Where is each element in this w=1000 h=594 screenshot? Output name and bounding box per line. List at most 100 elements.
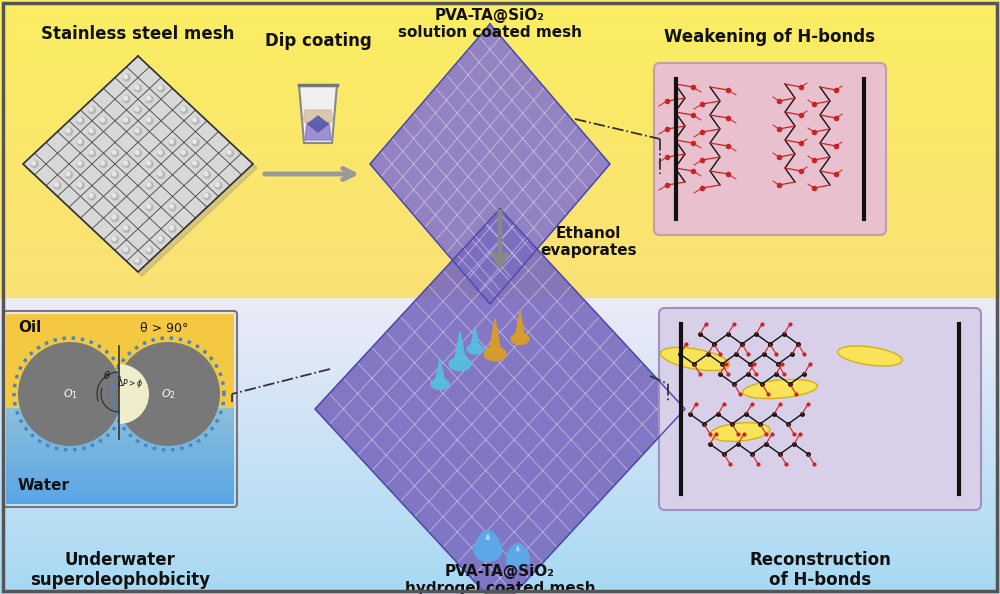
Circle shape [112, 215, 116, 219]
Bar [0, 254, 1000, 258]
Bar [6, 427, 234, 433]
Bar [0, 444, 1000, 448]
Bar [0, 85, 1000, 89]
Bar [0, 210, 1000, 214]
Bar [0, 61, 1000, 65]
Bar [0, 17, 1000, 21]
Bar [0, 498, 1000, 502]
Circle shape [227, 150, 231, 154]
Ellipse shape [710, 423, 770, 441]
Bar [6, 437, 234, 443]
Bar [0, 429, 1000, 434]
Circle shape [124, 247, 128, 251]
Bar [0, 31, 1000, 36]
Bar [0, 352, 1000, 356]
Bar [0, 525, 1000, 529]
Circle shape [146, 247, 153, 254]
Bar [0, 400, 1000, 404]
Bar [0, 171, 1000, 175]
Bar [0, 563, 1000, 567]
Circle shape [158, 150, 164, 157]
Circle shape [100, 117, 107, 124]
Circle shape [192, 160, 199, 168]
Bar [0, 147, 1000, 151]
Bar [0, 82, 1000, 86]
Text: Stainless steel mesh: Stainless steel mesh [41, 25, 235, 43]
Bar [0, 43, 1000, 48]
Polygon shape [431, 378, 449, 390]
Bar [0, 103, 1000, 107]
Text: PVA-TA@SiO₂
solution coated mesh: PVA-TA@SiO₂ solution coated mesh [398, 8, 582, 40]
Bar [0, 135, 1000, 140]
Circle shape [77, 182, 84, 189]
Circle shape [100, 118, 104, 122]
Bar [0, 501, 1000, 505]
Bar [0, 156, 1000, 160]
Circle shape [158, 85, 164, 92]
Bar [0, 587, 1000, 591]
Bar [0, 40, 1000, 45]
Circle shape [169, 204, 176, 211]
Circle shape [204, 172, 208, 176]
Bar [0, 46, 1000, 50]
Circle shape [134, 85, 142, 92]
Bar [0, 242, 1000, 247]
Circle shape [89, 150, 93, 154]
Bar [0, 112, 1000, 116]
Bar [0, 477, 1000, 481]
Polygon shape [305, 122, 331, 140]
Circle shape [112, 150, 119, 157]
Bar [0, 26, 1000, 30]
Circle shape [215, 182, 222, 189]
Bar [0, 441, 1000, 446]
Text: $\circ$: $\circ$ [116, 372, 122, 381]
Bar [0, 566, 1000, 570]
Polygon shape [308, 116, 328, 132]
Bar [6, 494, 234, 499]
Bar [0, 94, 1000, 98]
Circle shape [77, 139, 84, 146]
Bar [0, 207, 1000, 211]
Circle shape [146, 96, 150, 100]
Bar [0, 233, 1000, 238]
Bar [0, 409, 1000, 413]
Circle shape [216, 182, 220, 187]
Bar [0, 118, 1000, 122]
Bar [0, 230, 1000, 235]
Circle shape [204, 171, 210, 178]
Bar [0, 551, 1000, 555]
Bar [0, 251, 1000, 255]
Bar [0, 225, 1000, 229]
Bar [0, 314, 1000, 318]
Bar [0, 415, 1000, 419]
Polygon shape [436, 359, 444, 381]
Circle shape [32, 161, 36, 165]
Bar [0, 55, 1000, 59]
Text: Ethanol
evaporates: Ethanol evaporates [540, 226, 637, 258]
Circle shape [88, 193, 96, 200]
Circle shape [31, 160, 38, 168]
Bar [0, 76, 1000, 80]
Bar [0, 483, 1000, 487]
Bar [0, 296, 1000, 300]
Bar [0, 474, 1000, 478]
Bar [0, 397, 1000, 401]
Bar [6, 413, 234, 419]
Bar [0, 302, 1000, 306]
Bar [0, 590, 1000, 594]
Bar [0, 0, 1000, 3]
Bar [0, 450, 1000, 454]
Bar [0, 426, 1000, 431]
Bar [0, 465, 1000, 469]
Circle shape [78, 161, 82, 165]
Bar [0, 527, 1000, 532]
Bar [0, 323, 1000, 327]
Bar [0, 504, 1000, 508]
Polygon shape [299, 85, 337, 143]
Bar [0, 236, 1000, 241]
Circle shape [192, 139, 199, 146]
Bar [0, 542, 1000, 546]
Circle shape [88, 128, 96, 135]
Bar [0, 305, 1000, 309]
Circle shape [77, 160, 84, 168]
